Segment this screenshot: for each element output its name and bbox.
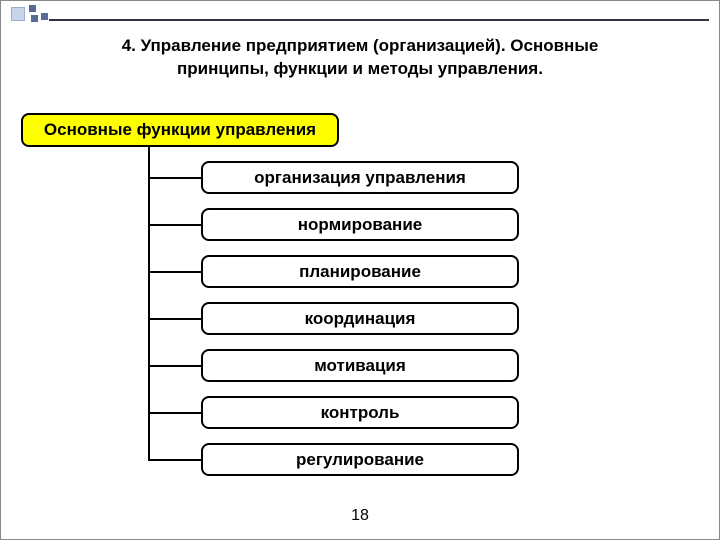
item-label: планирование	[299, 262, 421, 281]
item-label: организация управления	[254, 168, 466, 187]
connector-horizontal	[149, 224, 201, 226]
item-label: мотивация	[314, 356, 406, 375]
item-node: контроль	[201, 396, 519, 429]
connector-horizontal	[149, 412, 201, 414]
title-line-1: 4. Управление предприятием (организацией…	[122, 36, 599, 55]
connector-vertical	[148, 147, 150, 461]
connector-horizontal	[149, 177, 201, 179]
item-node: нормирование	[201, 208, 519, 241]
item-label: координация	[305, 309, 416, 328]
header-decoration	[1, 1, 719, 29]
title-line-2: принципы, функции и методы управления.	[177, 59, 543, 78]
item-node: организация управления	[201, 161, 519, 194]
connector-horizontal	[149, 459, 201, 461]
page-number: 18	[1, 507, 719, 525]
item-node: координация	[201, 302, 519, 335]
root-node: Основные функции управления	[21, 113, 339, 147]
item-node: регулирование	[201, 443, 519, 476]
deco-square	[11, 7, 25, 21]
deco-line	[49, 19, 709, 21]
connector-horizontal	[149, 365, 201, 367]
connector-horizontal	[149, 318, 201, 320]
deco-square	[31, 15, 38, 22]
connector-horizontal	[149, 271, 201, 273]
item-node: планирование	[201, 255, 519, 288]
deco-square	[29, 5, 36, 12]
item-label: контроль	[321, 403, 400, 422]
slide-title: 4. Управление предприятием (организацией…	[61, 35, 659, 81]
deco-square	[41, 13, 48, 20]
root-label: Основные функции управления	[44, 120, 316, 139]
item-label: нормирование	[298, 215, 422, 234]
item-node: мотивация	[201, 349, 519, 382]
item-label: регулирование	[296, 450, 424, 469]
